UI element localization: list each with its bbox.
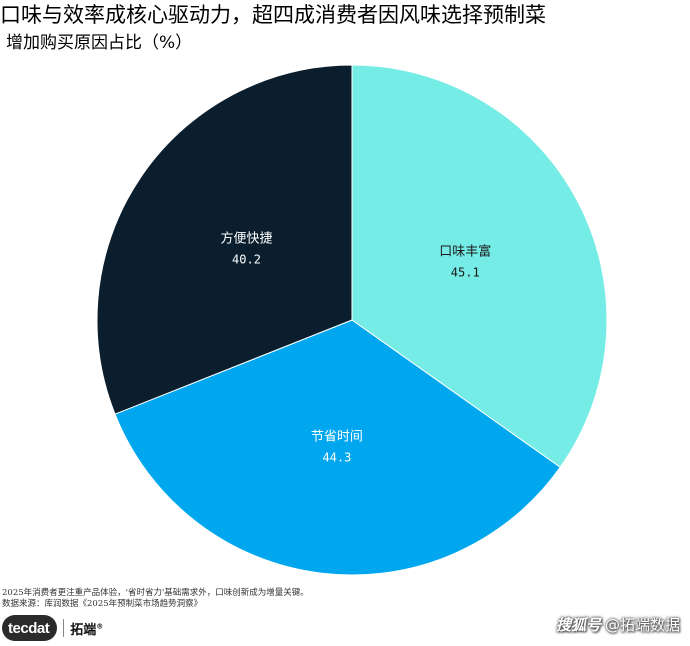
watermark: 搜狐号 @拓端数据 [556, 614, 680, 635]
logo-divider [63, 619, 65, 637]
pie-slice-2 [114, 319, 561, 576]
slice-category-label: 方便快捷 [220, 230, 272, 246]
logo-badge: tec dat [2, 615, 58, 641]
watermark-account: @拓端数据 [604, 616, 680, 634]
slice-value-label: 45.1 [451, 265, 480, 279]
registered-mark: ® [96, 622, 104, 631]
pie-slices [96, 64, 608, 576]
brand-logo: tec dat 拓端® [2, 614, 103, 642]
watermark-platform: 搜狐号 [555, 616, 601, 634]
logo-text-tec: tec [8, 619, 29, 637]
footnote-note: 2025年消费者更注重产品体验，'省时省力'基础需求外，口味创新成为增量关键。 [2, 588, 309, 598]
logo-text-dat: dat [28, 619, 50, 637]
pie-labels: 口味丰富 45.1 节省时间 44.3 方便快捷 40.2 [220, 230, 491, 464]
slice-category-label: 节省时间 [311, 430, 363, 445]
slice-value-label: 44.3 [322, 451, 351, 465]
chart-title: 口味与效率成核心驱动力，超四成消费者因风味选择预制菜 [0, 3, 546, 27]
slice-value-label: 40.2 [232, 252, 261, 266]
chart-subtitle: 增加购买原因占比（%） [6, 33, 193, 53]
logo-text-cn: 拓端® [70, 622, 104, 638]
pie-slice-1 [351, 64, 608, 468]
pie-slice-3 [96, 64, 353, 415]
slice-category-label: 口味丰富 [439, 243, 491, 259]
footnote-source: 数据来源：库润数据《2025年预制菜市场趋势洞察》 [2, 599, 203, 609]
